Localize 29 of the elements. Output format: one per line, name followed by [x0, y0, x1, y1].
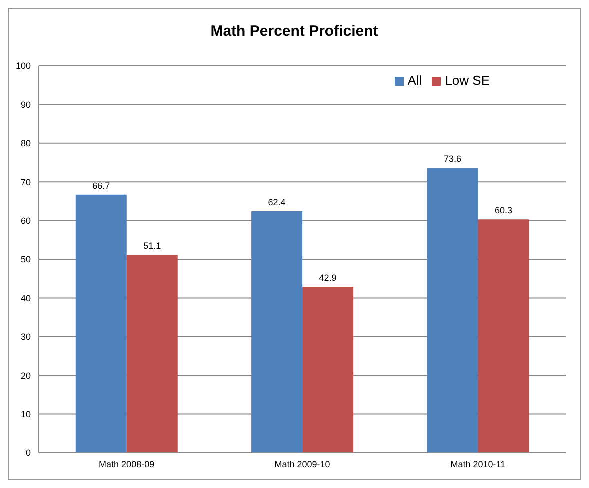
y-tick-label: 20 [20, 370, 31, 381]
data-label: 42.9 [319, 272, 337, 283]
y-tick-label: 0 [26, 448, 31, 458]
y-tick-label: 40 [20, 293, 31, 304]
bar [126, 255, 178, 453]
bar [302, 286, 354, 453]
legend-label: All [408, 73, 422, 88]
data-label: 66.7 [92, 180, 110, 191]
bar [252, 212, 303, 453]
data-label: 51.1 [144, 241, 162, 252]
legend-label: Low SE [445, 73, 490, 88]
bar [427, 168, 478, 453]
chart-title: Math Percent Proficient [210, 23, 380, 42]
y-tick-label: 70 [20, 177, 31, 188]
y-tick-label: 50 [20, 254, 31, 265]
y-tick-label: 10 [20, 409, 31, 420]
y-tick-label: 90 [20, 100, 31, 110]
data-label: 62.4 [268, 198, 286, 208]
y-tick-label: 80 [20, 138, 31, 149]
data-label: 60.3 [494, 206, 512, 216]
x-tick-label: Math 2009-10 [274, 459, 330, 470]
bar [478, 220, 530, 453]
x-tick-label: Math 2010-11 [450, 459, 506, 470]
y-tick-label: 30 [20, 332, 31, 342]
x-tick-label: Math 2008-09 [99, 459, 155, 470]
bar [76, 194, 127, 453]
y-tick-label: 60 [20, 216, 31, 226]
y-tick-label: 100 [16, 61, 31, 72]
data-label: 73.6 [444, 154, 462, 164]
